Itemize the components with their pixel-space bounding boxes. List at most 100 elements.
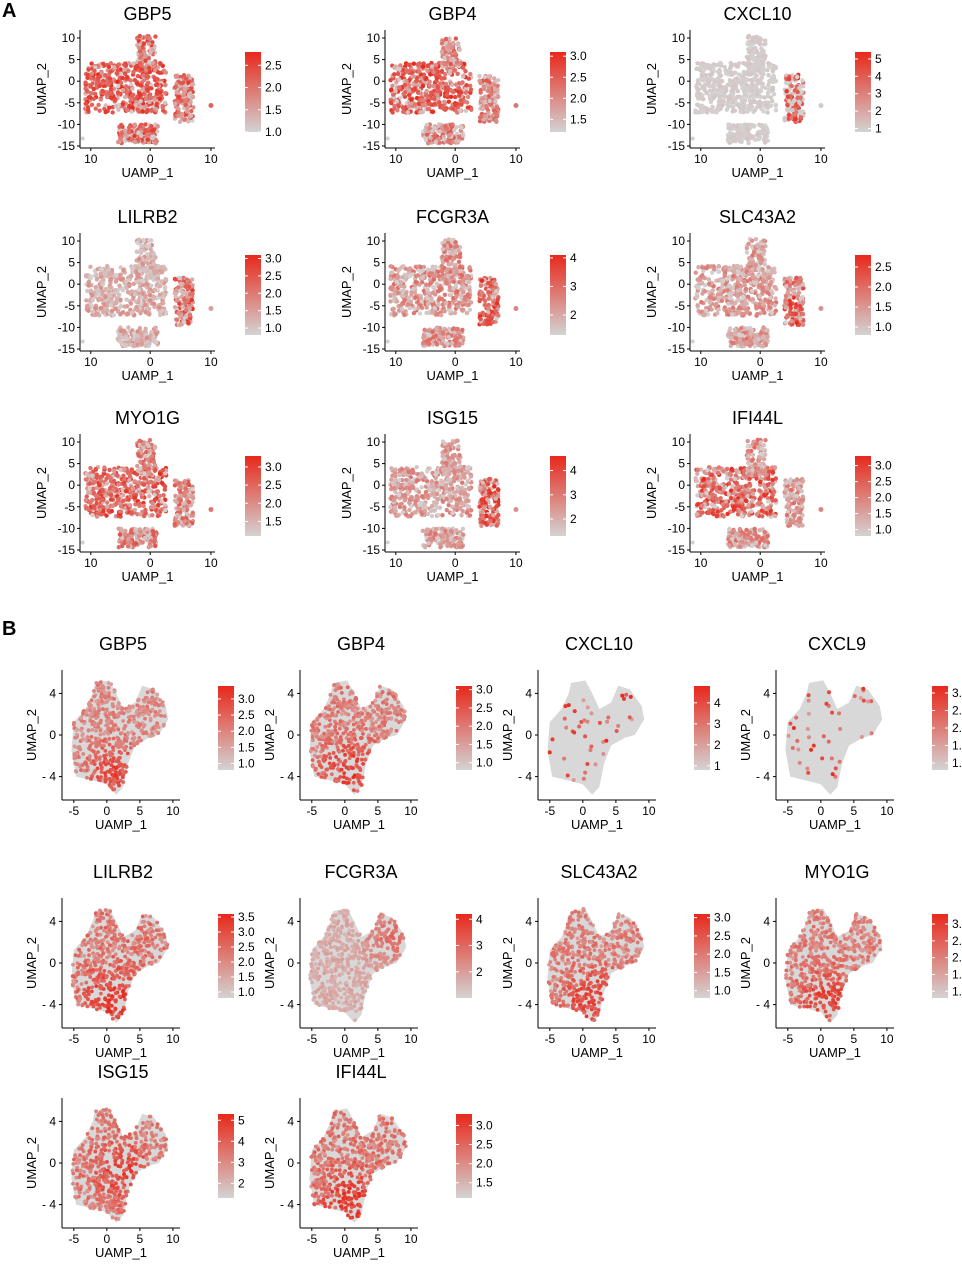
cell-point — [713, 91, 717, 95]
cell-point — [397, 67, 401, 71]
cell-point — [434, 333, 438, 337]
cell-point — [450, 238, 454, 242]
cell-point — [417, 69, 421, 73]
cell-point — [427, 102, 431, 106]
cell-point — [754, 304, 758, 308]
cell-point — [440, 69, 444, 73]
cell-point — [435, 93, 439, 97]
x-tick-label: 10 — [814, 152, 828, 166]
cell-point — [163, 267, 167, 271]
cell-point — [758, 103, 762, 107]
cell-point — [432, 277, 436, 281]
cell-point — [87, 283, 91, 287]
cell-point — [718, 89, 722, 93]
cell-point — [403, 83, 407, 87]
x-axis-label: UAMP_1 — [121, 368, 173, 383]
cell-point — [117, 283, 121, 287]
cell-point — [436, 303, 440, 307]
cell-point — [88, 265, 92, 269]
cell-point — [445, 341, 449, 345]
cell-point — [460, 308, 464, 312]
cell-point — [426, 141, 430, 145]
cell-point — [432, 285, 436, 289]
cell-point — [139, 248, 143, 252]
cell-point — [428, 333, 432, 337]
cell-point — [130, 87, 134, 91]
cell-point — [425, 339, 429, 343]
cell-point — [152, 302, 156, 306]
cell-point — [103, 273, 107, 277]
cell-point — [116, 84, 120, 88]
cell-point — [113, 288, 117, 292]
cell-point — [411, 87, 415, 91]
cell-point — [126, 325, 130, 329]
cell-point — [451, 280, 455, 284]
cell-point — [140, 109, 144, 113]
cell-point — [163, 83, 167, 87]
cell-point — [694, 271, 698, 275]
cell-point — [765, 335, 769, 339]
cell-point — [88, 96, 92, 100]
cell-point — [163, 287, 167, 291]
cell-point — [190, 298, 194, 302]
cell-point — [450, 257, 454, 261]
cell-point — [146, 261, 150, 265]
legend-tick-label: 3.0 — [570, 49, 587, 63]
cell-point — [762, 42, 766, 46]
cell-point — [447, 133, 451, 137]
cell-point — [752, 280, 756, 284]
y-tick-label: 5 — [68, 53, 75, 67]
cell-point — [105, 308, 109, 312]
y-axis-label: UMAP_2 — [644, 63, 659, 115]
cell-point — [92, 87, 96, 91]
cell-points — [388, 237, 500, 348]
cell-point — [449, 95, 453, 99]
cell-point — [124, 84, 128, 88]
cell-point — [127, 130, 131, 134]
cell-point — [694, 67, 698, 71]
cell-point — [795, 320, 799, 324]
cell-point — [479, 284, 483, 288]
cell-point — [133, 78, 137, 82]
cell-point — [769, 95, 773, 99]
cell-point — [189, 113, 193, 117]
y-tick-label: 0 — [678, 74, 685, 88]
y-tick-label: -10 — [363, 320, 381, 334]
cell-point — [756, 244, 760, 248]
cell-point — [761, 278, 765, 282]
cell-point — [158, 293, 162, 297]
cell-point — [453, 51, 457, 55]
cell-point — [153, 140, 157, 144]
cell-point — [113, 97, 117, 101]
cell-point — [150, 136, 154, 140]
cell-point — [107, 65, 111, 69]
legend-tick-label: 1.5 — [875, 300, 892, 314]
cell-point — [137, 288, 141, 292]
cell-point — [97, 108, 101, 112]
cell-point — [392, 307, 396, 311]
cell-point — [138, 56, 142, 60]
cell-point — [691, 137, 695, 141]
cell-point — [396, 269, 400, 273]
cell-point — [120, 76, 124, 80]
x-tick-label: 0 — [147, 152, 154, 166]
cell-point — [700, 265, 704, 269]
cell-point — [461, 284, 465, 288]
cell-point — [81, 137, 85, 141]
cell-point — [131, 70, 135, 74]
y-tick-label: -10 — [58, 117, 76, 131]
cell-point — [135, 265, 139, 269]
cell-point — [145, 252, 149, 256]
cell-point — [765, 286, 769, 290]
cell-point — [118, 339, 122, 343]
cell-point — [134, 103, 138, 107]
cell-point — [145, 87, 149, 91]
cell-point — [389, 88, 393, 92]
cell-point — [131, 93, 135, 97]
cell-point — [443, 124, 447, 128]
cell-point — [700, 104, 704, 108]
cell-point — [741, 95, 745, 99]
cell-point — [759, 65, 763, 69]
cell-point — [421, 341, 425, 345]
cell-point — [423, 103, 427, 107]
